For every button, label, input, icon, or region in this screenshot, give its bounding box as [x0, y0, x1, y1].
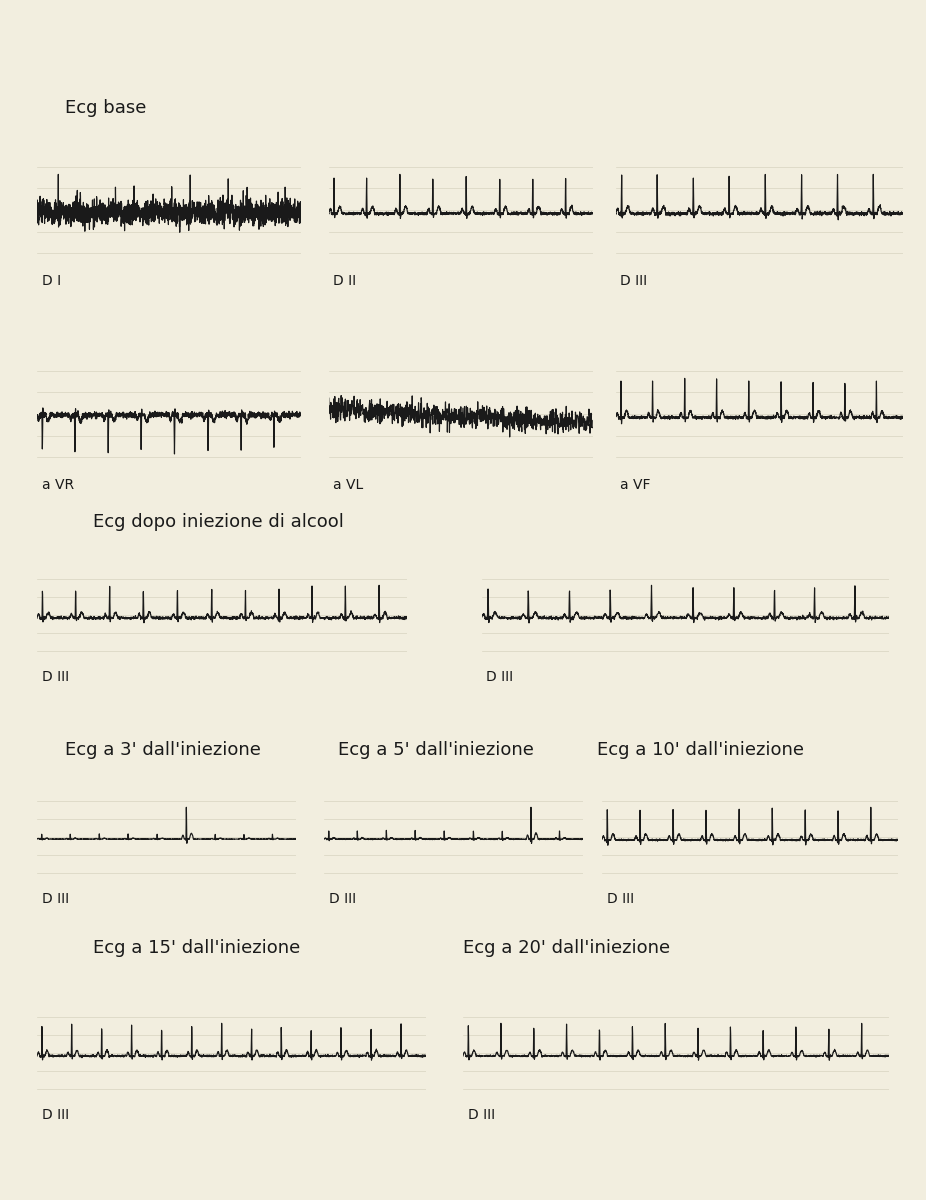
Text: D III: D III — [42, 1108, 69, 1122]
Text: a VF: a VF — [620, 478, 651, 492]
Text: Ecg dopo iniezione di alcool: Ecg dopo iniezione di alcool — [93, 514, 344, 530]
Text: D I: D I — [42, 274, 61, 288]
Text: Ecg a 15' dall'iniezione: Ecg a 15' dall'iniezione — [93, 938, 300, 958]
Text: D III: D III — [607, 892, 633, 906]
Text: Ecg a 10' dall'iniezione: Ecg a 10' dall'iniezione — [597, 740, 805, 758]
Text: D III: D III — [42, 892, 69, 906]
Text: D III: D III — [486, 670, 513, 684]
Text: D III: D III — [329, 892, 356, 906]
Text: D II: D II — [333, 274, 357, 288]
Text: Ecg a 20' dall'iniezione: Ecg a 20' dall'iniezione — [463, 938, 670, 958]
Text: Ecg a 3' dall'iniezione: Ecg a 3' dall'iniezione — [65, 740, 261, 758]
Text: D III: D III — [42, 670, 69, 684]
Text: a VL: a VL — [333, 478, 364, 492]
Text: Ecg base: Ecg base — [65, 98, 146, 116]
Text: Ecg a 5' dall'iniezione: Ecg a 5' dall'iniezione — [338, 740, 534, 758]
Text: a VR: a VR — [42, 478, 74, 492]
Text: D III: D III — [620, 274, 647, 288]
Text: D III: D III — [468, 1108, 494, 1122]
